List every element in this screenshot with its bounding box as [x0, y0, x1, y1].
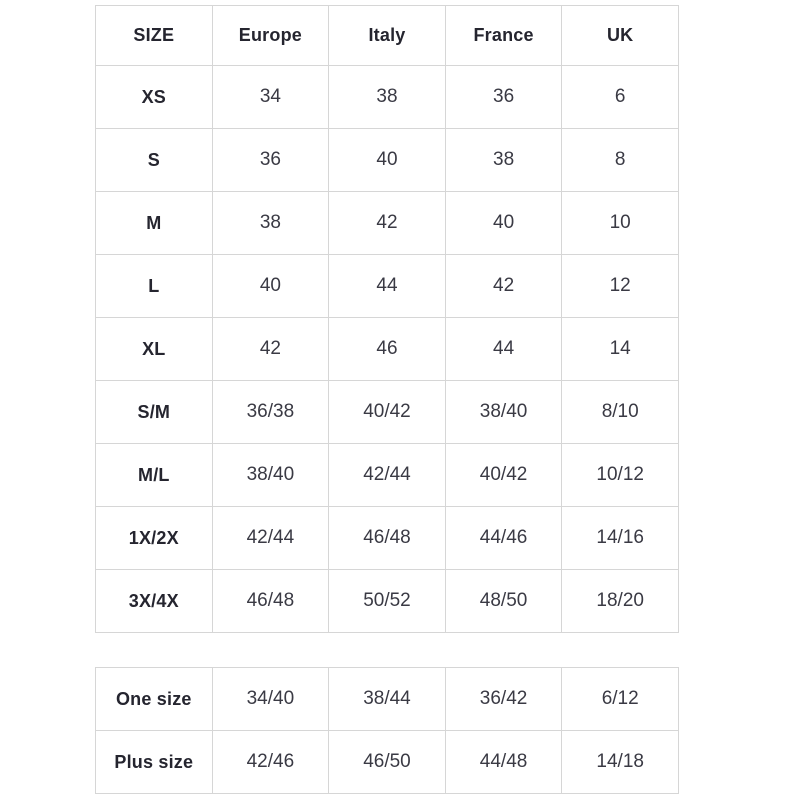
value-cell: 38/40: [444, 380, 563, 444]
row-label: Plus size: [95, 730, 213, 794]
value-cell: 42/44: [328, 443, 446, 507]
value-cell: 36/38: [211, 380, 330, 444]
value-cell: 46/48: [328, 506, 446, 570]
value-cell: 44/48: [444, 730, 563, 794]
value-cell: 6: [561, 65, 679, 129]
value-cell: 44/46: [444, 506, 563, 570]
value-cell: 46/50: [328, 730, 446, 794]
row-label: XS: [95, 65, 213, 129]
value-cell: 38/44: [328, 667, 446, 731]
value-cell: 10/12: [561, 443, 679, 507]
table-row-m: M 38 42 40 10: [95, 191, 679, 255]
value-cell: 40: [328, 128, 446, 192]
value-cell: 34: [211, 65, 330, 129]
value-cell: 12: [561, 254, 679, 318]
table-row-sm: S/M 36/38 40/42 38/40 8/10: [95, 380, 679, 444]
value-cell: 38: [211, 191, 330, 255]
row-label: One size: [95, 667, 213, 731]
value-cell: 14/18: [561, 730, 679, 794]
value-cell: 38: [328, 65, 446, 129]
size-conversion-table: SIZE Europe Italy France UK XS 34 38 36 …: [95, 5, 679, 633]
value-cell: 42/44: [211, 506, 330, 570]
value-cell: 42: [328, 191, 446, 255]
value-cell: 14: [561, 317, 679, 381]
value-cell: 34/40: [211, 667, 330, 731]
value-cell: 44: [328, 254, 446, 318]
header-cell-italy: Italy: [328, 5, 446, 66]
table-row-one-size: One size 34/40 38/44 36/42 6/12: [95, 667, 679, 731]
row-label: 3X/4X: [95, 569, 213, 633]
header-cell-europe: Europe: [211, 5, 330, 66]
table-row-xs: XS 34 38 36 6: [95, 65, 679, 129]
value-cell: 36: [444, 65, 563, 129]
table-row-xl: XL 42 46 44 14: [95, 317, 679, 381]
value-cell: 40: [211, 254, 330, 318]
row-label: M: [95, 191, 213, 255]
row-label: XL: [95, 317, 213, 381]
value-cell: 46: [328, 317, 446, 381]
table-row-s: S 36 40 38 8: [95, 128, 679, 192]
value-cell: 42: [211, 317, 330, 381]
value-cell: 48/50: [444, 569, 563, 633]
row-label: M/L: [95, 443, 213, 507]
value-cell: 14/16: [561, 506, 679, 570]
table-row-1x2x: 1X/2X 42/44 46/48 44/46 14/16: [95, 506, 679, 570]
value-cell: 18/20: [561, 569, 679, 633]
value-cell: 8/10: [561, 380, 679, 444]
value-cell: 36/42: [444, 667, 563, 731]
value-cell: 50/52: [328, 569, 446, 633]
header-cell-size: SIZE: [95, 5, 213, 66]
header-cell-uk: UK: [561, 5, 679, 66]
value-cell: 44: [444, 317, 563, 381]
value-cell: 6/12: [561, 667, 679, 731]
value-cell: 46/48: [211, 569, 330, 633]
row-label: 1X/2X: [95, 506, 213, 570]
header-row: SIZE Europe Italy France UK: [95, 5, 679, 66]
value-cell: 38/40: [211, 443, 330, 507]
value-cell: 42: [444, 254, 563, 318]
value-cell: 10: [561, 191, 679, 255]
value-cell: 42/46: [211, 730, 330, 794]
value-cell: 40/42: [328, 380, 446, 444]
value-cell: 40/42: [444, 443, 563, 507]
row-label: S/M: [95, 380, 213, 444]
header-cell-france: France: [444, 5, 563, 66]
special-sizes-table: One size 34/40 38/44 36/42 6/12 Plus siz…: [95, 667, 679, 794]
value-cell: 36: [211, 128, 330, 192]
table-row-l: L 40 44 42 12: [95, 254, 679, 318]
value-cell: 38: [444, 128, 563, 192]
table-row-3x4x: 3X/4X 46/48 50/52 48/50 18/20: [95, 569, 679, 633]
row-label: S: [95, 128, 213, 192]
value-cell: 8: [561, 128, 679, 192]
table-row-ml: M/L 38/40 42/44 40/42 10/12: [95, 443, 679, 507]
value-cell: 40: [444, 191, 563, 255]
table-row-plus-size: Plus size 42/46 46/50 44/48 14/18: [95, 730, 679, 794]
row-label: L: [95, 254, 213, 318]
